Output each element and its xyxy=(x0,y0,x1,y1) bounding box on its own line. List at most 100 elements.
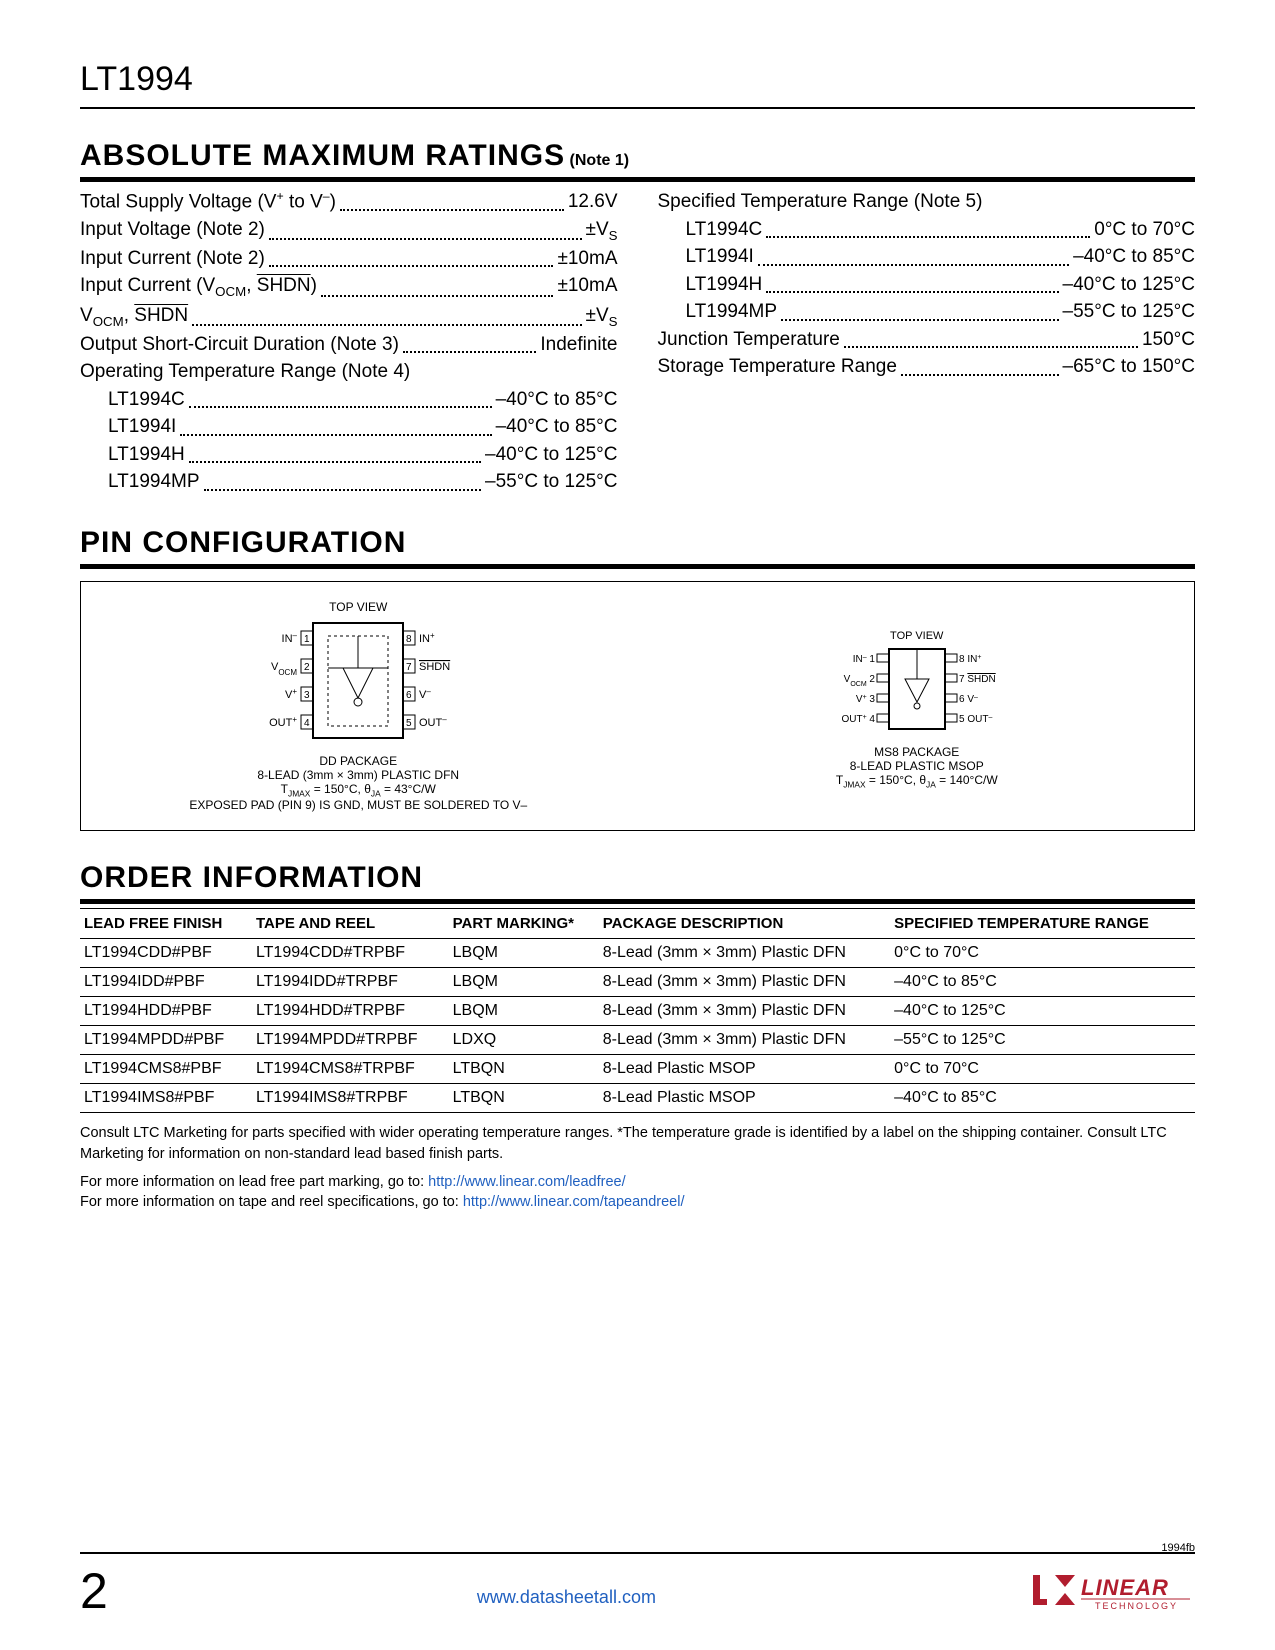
table-cell: LBQM xyxy=(449,968,599,997)
amr-row: LT1994H –40°C to 125°C xyxy=(80,441,618,469)
amr-value: 0°C to 70°C xyxy=(1094,216,1195,244)
pin-title: PIN CONFIGURATION xyxy=(80,526,1195,560)
amr-row: Junction Temperature150°C xyxy=(658,326,1196,354)
svg-text:5: 5 xyxy=(406,718,412,729)
amr-row: Total Supply Voltage (V+ to V–)12.6V xyxy=(80,188,618,216)
table-cell: LT1994IDD#PBF xyxy=(80,968,252,997)
table-cell: 8-Lead (3mm × 3mm) Plastic DFN xyxy=(599,968,890,997)
amr-row: LT1994I –40°C to 85°C xyxy=(80,413,618,441)
amr-value: ±VS xyxy=(586,302,618,331)
table-cell: LT1994IMS8#TRPBF xyxy=(252,1084,449,1113)
amr-value: ±VS xyxy=(586,216,618,245)
table-row: LT1994IMS8#PBFLT1994IMS8#TRPBFLTBQN8-Lea… xyxy=(80,1084,1195,1113)
pin-box: TOP VIEW IN– VOCM V+ OUT+ xyxy=(80,581,1195,831)
pin-ms8: TOP VIEW IN– 1 VOCM 2 V+ 3 OUT+ 4 xyxy=(658,600,1177,812)
page-number: 2 xyxy=(80,1562,108,1620)
svg-text:6 V–: 6 V– xyxy=(959,693,978,705)
amr-value: –40°C to 125°C xyxy=(485,441,617,469)
amr-row: Input Current (VOCM, SHDN) ±10mA xyxy=(80,272,618,301)
svg-text:IN–: IN– xyxy=(282,630,298,645)
leadfree-link[interactable]: http://www.linear.com/leadfree/ xyxy=(428,1174,625,1190)
table-cell: LT1994CMS8#PBF xyxy=(80,1055,252,1084)
table-row: LT1994IDD#PBFLT1994IDD#TRPBFLBQM8-Lead (… xyxy=(80,968,1195,997)
amr-row: LT1994MP–55°C to 125°C xyxy=(80,468,618,496)
amr-label: LT1994I xyxy=(686,243,754,271)
top-view-label-2: TOP VIEW xyxy=(658,630,1177,642)
amr-title: ABSOLUTE MAXIMUM RATINGS xyxy=(80,139,565,172)
table-cell: LTBQN xyxy=(449,1084,599,1113)
amr-row: Output Short-Circuit Duration (Note 3) In… xyxy=(80,331,618,359)
part-number: LT1994 xyxy=(80,60,1195,99)
order-title: ORDER INFORMATION xyxy=(80,861,1195,895)
table-cell: LT1994CMS8#TRPBF xyxy=(252,1055,449,1084)
amr-value: ±10mA xyxy=(557,245,617,273)
table-cell: LT1994MPDD#PBF xyxy=(80,1026,252,1055)
svg-text:V–: V– xyxy=(419,686,431,701)
amr-row: LT1994I–40°C to 85°C xyxy=(658,243,1196,271)
svg-text:5 OUT–: 5 OUT– xyxy=(959,713,992,725)
order-col-header: PACKAGE DESCRIPTION xyxy=(599,909,890,939)
svg-text:7: 7 xyxy=(406,662,412,673)
dd-pkg-line1: DD PACKAGE xyxy=(99,754,618,768)
amr-label: VOCM, SHDN xyxy=(80,302,188,331)
svg-text:OUT+: OUT+ xyxy=(269,714,297,729)
amr-value: –40°C to 85°C xyxy=(496,386,618,414)
dd-thermal: TJMAX = 150°C, θJA = 43°C/W xyxy=(99,782,618,798)
pin-dd: TOP VIEW IN– VOCM V+ OUT+ xyxy=(99,600,618,812)
table-cell: LT1994IDD#TRPBF xyxy=(252,968,449,997)
amr-value: Indefinite xyxy=(540,331,617,359)
svg-text:6: 6 xyxy=(406,690,412,701)
top-view-label: TOP VIEW xyxy=(99,600,618,614)
table-cell: LDXQ xyxy=(449,1026,599,1055)
table-cell: 0°C to 70°C xyxy=(890,1055,1195,1084)
amr-row: Input Current (Note 2)±10mA xyxy=(80,245,618,273)
footer: 2 www.datasheetall.com LINEAR TECHNOLOGY xyxy=(80,1552,1195,1620)
dd-package-diagram: IN– VOCM V+ OUT+ 1 2 3 4 8 7 xyxy=(243,618,473,748)
svg-text:TECHNOLOGY: TECHNOLOGY xyxy=(1095,1601,1178,1611)
amr-label: LT1994C xyxy=(108,386,185,414)
svg-text:8: 8 xyxy=(406,634,412,645)
tapereel-link[interactable]: http://www.linear.com/tapeandreel/ xyxy=(463,1194,685,1210)
order-section: ORDER INFORMATION LEAD FREE FINISHTAPE A… xyxy=(80,861,1195,1212)
order-note3-prefix: For more information on tape and reel sp… xyxy=(80,1194,463,1210)
amr-row: LT1994C –40°C to 85°C xyxy=(80,386,618,414)
amr-label: Operating Temperature Range (Note 4) xyxy=(80,358,410,386)
datasheet-link[interactable]: www.datasheetall.com xyxy=(477,1587,656,1607)
amr-col2: Specified Temperature Range (Note 5)LT19… xyxy=(658,188,1196,496)
amr-row: LT1994H–40°C to 125°C xyxy=(658,271,1196,299)
table-cell: 8-Lead (3mm × 3mm) Plastic DFN xyxy=(599,1026,890,1055)
table-cell: 0°C to 70°C xyxy=(890,939,1195,968)
amr-label: Input Current (VOCM, SHDN) xyxy=(80,272,317,301)
order-col-header: TAPE AND REEL xyxy=(252,909,449,939)
order-col-header: PART MARKING* xyxy=(449,909,599,939)
order-col-header: LEAD FREE FINISH xyxy=(80,909,252,939)
svg-text:OUT–: OUT– xyxy=(419,714,447,729)
svg-text:2: 2 xyxy=(304,662,310,673)
table-cell: –40°C to 125°C xyxy=(890,997,1195,1026)
table-cell: LBQM xyxy=(449,997,599,1026)
ms8-package-diagram: IN– 1 VOCM 2 V+ 3 OUT+ 4 8 IN+ 7 SHDN xyxy=(817,644,1017,739)
amr-value: –40°C to 125°C xyxy=(1063,271,1195,299)
table-cell: 8-Lead Plastic MSOP xyxy=(599,1055,890,1084)
amr-label: LT1994C xyxy=(686,216,763,244)
amr-row: LT1994C 0°C to 70°C xyxy=(658,216,1196,244)
table-cell: LT1994MPDD#TRPBF xyxy=(252,1026,449,1055)
table-row: LT1994HDD#PBFLT1994HDD#TRPBFLBQM8-Lead (… xyxy=(80,997,1195,1026)
svg-text:V+: V+ xyxy=(285,686,297,701)
amr-label: LT1994H xyxy=(108,441,185,469)
amr-label: Input Voltage (Note 2) xyxy=(80,216,265,245)
pin-section: PIN CONFIGURATION TOP VIEW IN– VO xyxy=(80,526,1195,831)
table-cell: 8-Lead Plastic MSOP xyxy=(599,1084,890,1113)
order-note2-prefix: For more information on lead free part m… xyxy=(80,1174,428,1190)
amr-label: Output Short-Circuit Duration (Note 3) xyxy=(80,331,399,359)
svg-text:8 IN+: 8 IN+ xyxy=(959,653,981,665)
table-cell: LT1994HDD#PBF xyxy=(80,997,252,1026)
amr-value: ±10mA xyxy=(557,272,617,301)
svg-text:VOCM 2: VOCM 2 xyxy=(843,674,875,688)
amr-value: –55°C to 125°C xyxy=(1063,298,1195,326)
table-cell: –40°C to 85°C xyxy=(890,1084,1195,1113)
table-cell: LT1994CDD#TRPBF xyxy=(252,939,449,968)
order-note1: Consult LTC Marketing for parts specifie… xyxy=(80,1123,1195,1164)
amr-label: LT1994I xyxy=(108,413,176,441)
amr-value: –40°C to 85°C xyxy=(496,413,618,441)
